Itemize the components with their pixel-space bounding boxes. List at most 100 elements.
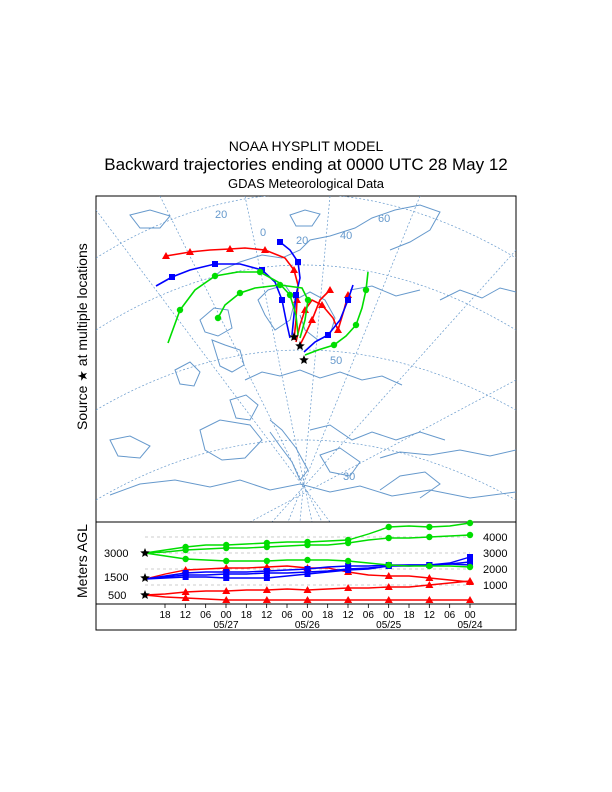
level-label: 500 <box>108 590 126 602</box>
triangle-marker <box>226 245 234 252</box>
date-label: 05/24 <box>457 620 482 631</box>
square-marker <box>212 261 218 267</box>
square-marker <box>293 292 299 298</box>
level-label: 3000 <box>104 548 128 560</box>
circle-marker <box>214 314 222 322</box>
circle-marker <box>352 321 360 329</box>
triangle-marker <box>425 596 434 603</box>
circle-marker <box>385 561 392 569</box>
triangle-marker <box>326 286 334 293</box>
hour-label: 06 <box>200 610 212 621</box>
square-marker <box>279 297 285 303</box>
hour-label: 12 <box>424 610 436 621</box>
circle-marker <box>304 541 311 549</box>
square-marker <box>345 297 351 303</box>
triangle-marker <box>186 248 194 255</box>
circle-marker <box>385 523 392 531</box>
hour-label: 00 <box>302 610 314 621</box>
circle-marker <box>466 519 474 527</box>
tick-label: 3000 <box>483 548 507 560</box>
data-source-title: GDAS Meteorological Data <box>227 176 385 191</box>
hour-label: 00 <box>383 610 395 621</box>
height-panel-frame <box>95 521 517 631</box>
square-marker <box>277 239 283 245</box>
triangle-marker <box>303 586 312 593</box>
plot-title: Backward trajectories ending at 0000 UTC… <box>104 155 508 174</box>
triangle-marker <box>222 596 231 603</box>
triangle-marker <box>262 586 271 593</box>
grid-label: 50 <box>330 355 342 367</box>
circle-marker <box>256 268 264 276</box>
triangle-marker <box>261 246 269 253</box>
hour-label: 18 <box>322 610 334 621</box>
hour-label: 12 <box>261 610 273 621</box>
triangle-marker <box>344 596 353 603</box>
triangle-marker <box>425 574 434 581</box>
triangle-marker <box>181 594 190 601</box>
triangle-marker <box>344 584 353 591</box>
square-marker <box>304 569 311 575</box>
square-marker <box>223 571 230 577</box>
hour-label: 06 <box>363 610 375 621</box>
map-area: 20 0 20 40 60 50 30 <box>96 196 516 522</box>
triangle-marker <box>425 581 434 588</box>
hour-label: 00 <box>220 610 232 621</box>
hour-label: 12 <box>180 610 192 621</box>
source-star-icon <box>140 590 150 599</box>
circle-marker <box>211 272 219 280</box>
height-traces <box>140 519 474 603</box>
grid-label: 30 <box>343 471 355 483</box>
square-marker <box>263 570 270 576</box>
triangle-marker <box>318 301 326 308</box>
circle-marker <box>344 557 352 565</box>
square-marker <box>345 566 352 572</box>
triangle-marker <box>466 596 474 603</box>
triangle-marker <box>162 252 170 259</box>
model-title: NOAA HYSPLIT MODEL <box>228 138 384 154</box>
grid-label: 20 <box>215 209 227 221</box>
circle-marker <box>330 341 338 349</box>
grid-labels: 20 0 20 40 60 50 30 <box>215 209 390 483</box>
hour-label: 18 <box>159 610 171 621</box>
square-marker <box>325 332 331 338</box>
level-label: 1500 <box>104 572 128 584</box>
grid-label: 20 <box>296 235 308 247</box>
circle-marker <box>304 556 311 564</box>
grid-label: 0 <box>260 227 266 239</box>
hour-label: 00 <box>464 610 476 621</box>
circle-marker <box>263 543 271 551</box>
circle-marker <box>223 544 230 552</box>
square-marker <box>169 274 175 280</box>
circle-marker <box>466 531 474 539</box>
hour-label: 06 <box>444 610 456 621</box>
start-levels: 3000 1500 500 <box>104 548 128 602</box>
triangle-marker <box>303 596 312 603</box>
grid-label: 60 <box>378 213 390 225</box>
tick-label: 1000 <box>483 580 507 592</box>
date-label: 05/25 <box>376 620 401 631</box>
circle-marker <box>286 291 294 299</box>
circle-marker <box>182 555 189 563</box>
date-label: 05/26 <box>295 620 320 631</box>
height-tick-labels: 4000 3000 2000 1000 <box>483 532 507 592</box>
hour-label: 18 <box>241 610 253 621</box>
triangle-marker <box>466 578 474 585</box>
source-star-icon <box>289 332 299 341</box>
circle-marker <box>362 286 370 294</box>
circle-marker <box>304 296 312 304</box>
trajectories <box>155 239 370 364</box>
triangle-marker <box>308 316 316 323</box>
tick-label: 4000 <box>483 532 507 544</box>
circle-marker <box>176 306 184 314</box>
triangle-marker <box>181 588 190 595</box>
circle-marker <box>466 563 474 571</box>
triangle-marker <box>384 596 393 603</box>
circle-marker <box>426 523 433 531</box>
circle-marker <box>385 534 392 542</box>
triangle-marker <box>384 572 393 579</box>
square-marker <box>295 259 301 265</box>
source-star-icon <box>140 573 150 582</box>
hour-label: 18 <box>403 610 415 621</box>
